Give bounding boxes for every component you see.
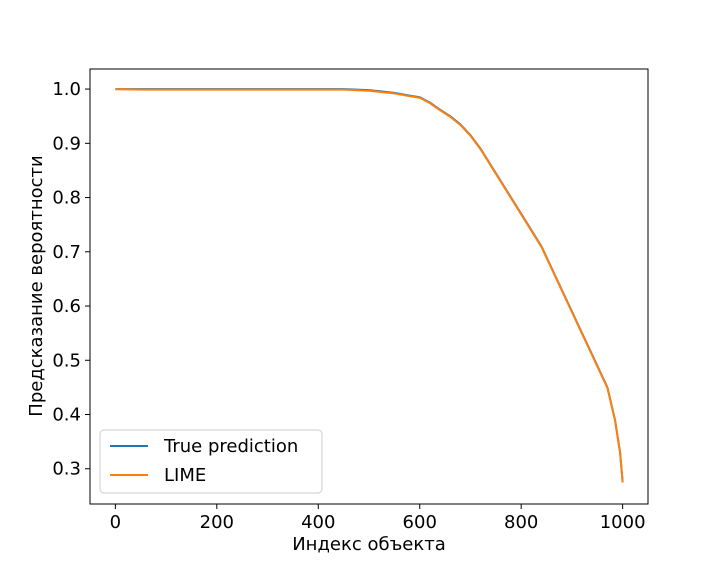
- x-tick-label: 800: [504, 512, 538, 533]
- legend-box: [99, 429, 323, 494]
- y-tick-label: 0.9: [52, 133, 81, 154]
- series-line-lime: [115, 88, 624, 483]
- y-tick-label: 0.5: [52, 350, 81, 371]
- y-tick-label: 1.0: [52, 79, 81, 100]
- x-tick-label: 0: [110, 512, 121, 533]
- x-tick-label: 400: [301, 512, 335, 533]
- y-axis-ticks: 0.3 0.4 0.5 0.6 0.7 0.8 0.9 1.0: [52, 79, 90, 480]
- series-layer: [115, 88, 624, 483]
- y-tick-label: 0.7: [52, 242, 81, 263]
- legend-label-lime: LIME: [164, 465, 206, 486]
- x-tick-label: 600: [403, 512, 437, 533]
- x-tick-label: 1000: [600, 512, 646, 533]
- x-axis-ticks: 0 200 400 600 800 1000: [110, 504, 646, 533]
- y-tick-label: 0.6: [52, 296, 81, 317]
- y-axis-label: Предсказание вероятности: [26, 155, 47, 416]
- plot-frame: [89, 68, 649, 505]
- x-axis-label: Индекс объекта: [292, 534, 446, 555]
- y-tick-label: 0.3: [52, 459, 81, 480]
- legend: True prediction LIME: [99, 429, 323, 494]
- legend-label-true-prediction: True prediction: [163, 436, 298, 457]
- x-tick-label: 200: [200, 512, 234, 533]
- y-tick-label: 0.4: [52, 405, 81, 426]
- y-tick-label: 0.8: [52, 188, 81, 209]
